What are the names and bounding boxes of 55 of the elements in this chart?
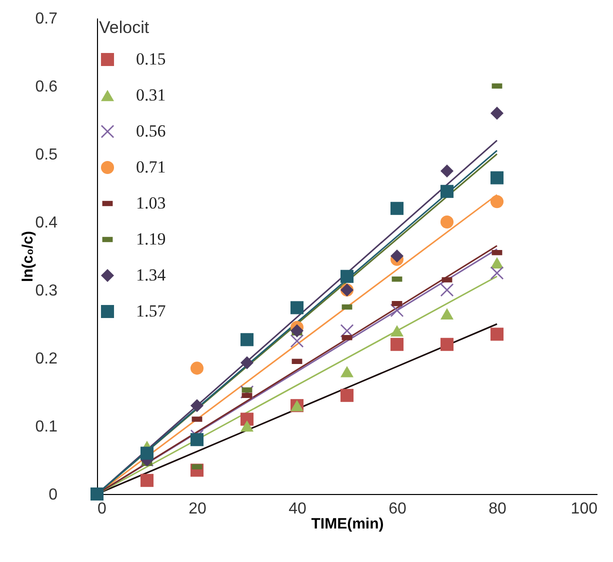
x-tick-label: 20 — [188, 500, 206, 518]
point — [390, 249, 404, 263]
point — [340, 388, 354, 402]
y-tick-label: 0.4 — [35, 214, 58, 232]
point — [490, 171, 504, 184]
legend-label: 1.03 — [136, 194, 166, 212]
point — [240, 356, 254, 370]
legend-label: 0.56 — [136, 122, 166, 140]
y-tick-label: 0.5 — [35, 146, 58, 164]
point — [390, 338, 404, 351]
y-tick-label: 0.6 — [35, 78, 58, 96]
legend-label: 0.71 — [136, 158, 166, 176]
point — [190, 399, 204, 412]
point — [390, 202, 404, 215]
point — [340, 324, 354, 338]
x-tick-label: 100 — [570, 500, 598, 518]
point — [440, 338, 454, 351]
x-tick-label: 0 — [98, 500, 106, 518]
point — [490, 195, 504, 208]
legend-label: 0.31 — [136, 86, 166, 104]
point — [340, 366, 354, 378]
point — [190, 433, 204, 446]
point — [490, 257, 504, 268]
legend-label: 1.34 — [136, 266, 166, 284]
x-axis-title: TIME(min) — [311, 516, 384, 532]
point — [240, 333, 254, 346]
point — [140, 474, 154, 487]
point — [440, 215, 454, 229]
point — [390, 325, 404, 336]
legend-label: 1.57 — [136, 302, 166, 320]
point — [140, 446, 154, 460]
legend-label: 0.15 — [136, 50, 166, 68]
y-tick-label: 0.7 — [35, 10, 58, 28]
y-tick-label: 0.2 — [35, 350, 58, 368]
point — [490, 328, 504, 341]
y-tick-label: 0.3 — [35, 282, 58, 300]
y-axis-title: ln(c₀/c) — [19, 231, 36, 282]
point — [440, 164, 454, 178]
y-tick-label: 0 — [48, 486, 58, 504]
point — [390, 304, 404, 317]
point — [240, 420, 254, 432]
legend-title: Velocit — [99, 18, 150, 37]
point — [440, 308, 454, 320]
point — [190, 362, 204, 375]
point — [490, 106, 504, 120]
point — [90, 487, 104, 501]
point — [290, 301, 304, 314]
x-tick-label: 80 — [488, 500, 506, 518]
y-tick-label: 0.1 — [35, 418, 58, 436]
point — [440, 184, 454, 198]
legend-label: 1.19 — [136, 230, 166, 248]
point — [340, 270, 354, 283]
x-tick-label: 60 — [388, 500, 406, 518]
x-tick-label: 40 — [288, 500, 306, 518]
point — [290, 324, 304, 338]
